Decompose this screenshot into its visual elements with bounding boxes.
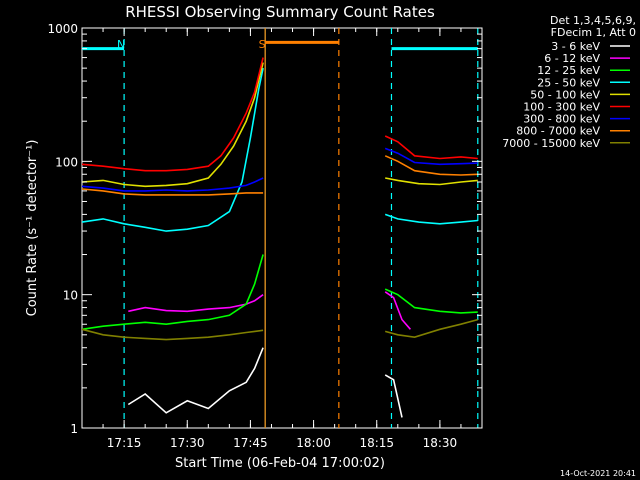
series-line	[81, 57, 264, 172]
footer-timestamp: 14-Oct-2021 20:41	[560, 469, 636, 478]
plot-frame	[81, 27, 483, 429]
time-marker-label: S	[259, 38, 266, 51]
legend-entry-label: 3 - 6 keV	[551, 40, 600, 53]
series-line	[384, 135, 478, 160]
y-axis-label: Count Rate (s⁻¹ detector⁻¹)	[25, 140, 40, 317]
series-line	[81, 62, 264, 188]
data-series	[81, 57, 479, 418]
time-marker-label: N	[117, 38, 125, 51]
series-line	[81, 67, 264, 232]
chart-title: RHESSI Observing Summary Count Rates	[125, 3, 435, 21]
legend-entry-label: 7000 - 15000 keV	[502, 137, 600, 150]
legend-entry-label: 12 - 25 keV	[537, 64, 600, 77]
x-tick-label: 18:00	[296, 436, 331, 450]
x-tick-label: 17:30	[170, 436, 205, 450]
legend-entry-label: 50 - 100 keV	[530, 88, 600, 101]
series-line	[384, 318, 479, 339]
series-line	[384, 374, 403, 418]
series-line	[81, 188, 264, 196]
series-line	[127, 347, 264, 414]
legend-header: Det 1,3,4,5,6,9,	[550, 14, 636, 27]
legend-entry-label: 6 - 12 keV	[544, 52, 600, 65]
y-tick-label: 1000	[47, 22, 78, 36]
plot-border	[81, 27, 483, 429]
series-line	[384, 155, 478, 176]
legend-entry-label: 300 - 800 keV	[523, 113, 600, 126]
x-tick-label: 18:15	[359, 436, 394, 450]
y-tick-label: 100	[55, 155, 78, 169]
legend-entry-label: 25 - 50 keV	[537, 76, 600, 89]
y-tick-label: 10	[63, 289, 78, 303]
x-tick-label: 18:30	[423, 436, 458, 450]
x-tick-label: 17:45	[233, 436, 268, 450]
series-line	[385, 177, 478, 186]
series-line	[81, 254, 264, 331]
series-line	[384, 288, 478, 314]
legend: Det 1,3,4,5,6,9,FDecim 1, Att 03 - 6 keV…	[502, 14, 636, 150]
series-line	[384, 291, 412, 330]
series-line	[384, 213, 478, 225]
y-tick-label: 1	[70, 422, 78, 436]
x-tick-label: 17:15	[107, 436, 142, 450]
series-line	[81, 328, 264, 341]
legend-entry-label: 800 - 7000 keV	[516, 125, 600, 138]
legend-entry-label: 100 - 300 keV	[523, 101, 600, 114]
x-axis-label: Start Time (06-Feb-04 17:00:02)	[175, 456, 385, 471]
series-line	[81, 177, 264, 192]
axes: 17:15 17:30 17:45 18:00 18:15 18:30 1 10 100 1000	[47, 22, 483, 450]
series-line	[384, 147, 478, 166]
series-line	[128, 294, 264, 313]
legend-header: FDecim 1, Att 0	[551, 26, 636, 39]
